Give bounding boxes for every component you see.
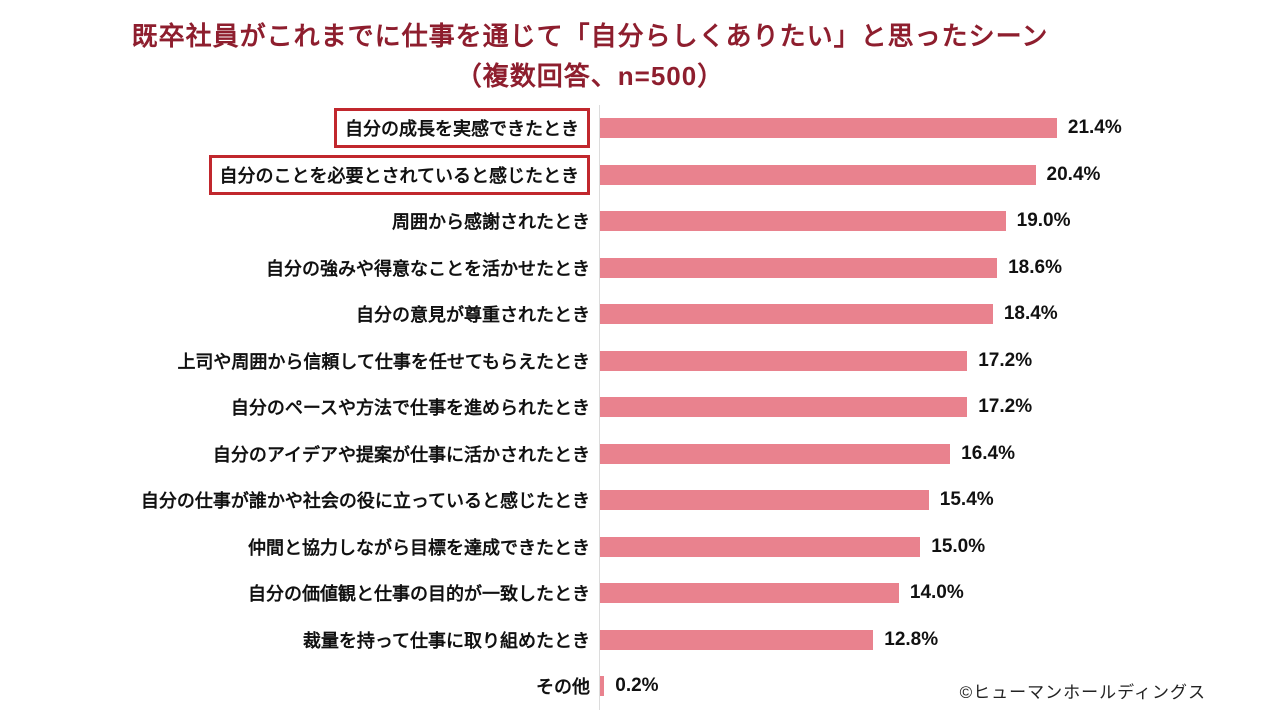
category-label: 自分のことを必要とされていると感じたとき [0,154,599,195]
bar-area: 21.4% [599,105,1280,152]
category-label: 自分の成長を実感できたとき [0,108,599,149]
category-label-text: 自分のアイデアや提案が仕事に活かされたとき [212,444,590,465]
category-label-text: 自分の強みや得意なことを活かせたとき [266,258,590,279]
bar-area: 17.2% [599,337,1280,384]
chart-row: 自分の成長を実感できたとき 21.4% [0,105,1280,152]
chart-row: 自分のことを必要とされていると感じたとき 20.4% [0,151,1280,198]
category-label-text: 自分の意見が尊重されたとき [356,305,590,326]
bar-area: 18.6% [599,244,1280,291]
value-label: 21.4% [1067,117,1122,139]
chart-row: 周囲から感謝されたとき 19.0% [0,198,1280,245]
chart-row: 自分の意見が尊重されたとき 18.4% [0,291,1280,338]
chart-row: 裁量を持って仕事に取り組めたとき 12.8% [0,616,1280,663]
value-label: 14.0% [909,582,964,604]
bar-area: 17.2% [599,384,1280,431]
category-label: 自分の強みや得意なことを活かせたとき [0,255,599,281]
category-label: 周囲から感謝されたとき [0,208,599,234]
chart-row: 自分の仕事が誰かや社会の役に立っていると感じたとき 15.4% [0,477,1280,524]
bar [600,350,968,371]
value-label: 18.4% [1003,303,1058,325]
bar [600,211,1006,232]
highlighted-category-label: 自分の成長を実感できたとき [334,108,590,149]
bar-area: 14.0% [599,570,1280,617]
value-label: 19.0% [1016,210,1071,232]
chart-row: 自分のペースや方法で仕事を進められたとき 17.2% [0,384,1280,431]
chart-row: 自分の強みや得意なことを活かせたとき 18.6% [0,244,1280,291]
category-label: 自分の意見が尊重されたとき [0,301,599,327]
value-label: 15.4% [939,489,994,511]
value-label: 15.0% [931,535,986,557]
category-label: 仲間と協力しながら目標を達成できたとき [0,534,599,560]
bar-area: 0.2% [599,663,1280,710]
value-label: 18.6% [1008,256,1062,278]
category-label-text: 裁量を持って仕事に取り組めたとき [302,630,590,651]
category-label: 自分のアイデアや提案が仕事に活かされたとき [0,441,599,467]
chart-title-line1: 既卒社員がこれまでに仕事を通じて「自分らしくありたい」と思ったシーン [131,21,1049,51]
category-label-text: 自分の仕事が誰かや社会の役に立っていると感じたとき [140,491,590,512]
category-label: 裁量を持って仕事に取り組めたとき [0,627,599,653]
value-label: 16.4% [961,442,1015,464]
bar [600,676,605,697]
bar-area: 19.0% [599,198,1280,245]
category-label: その他 [0,673,599,699]
category-label: 自分の仕事が誰かや社会の役に立っていると感じたとき [0,487,599,513]
category-label-text: 自分の価値観と仕事の目的が一致したとき [248,584,590,605]
chart-title: 既卒社員がこれまでに仕事を通じて「自分らしくありたい」と思ったシーン （複数回答… [0,16,1180,96]
value-label: 20.4% [1046,163,1101,185]
category-label: 自分の価値観と仕事の目的が一致したとき [0,580,599,606]
bar [600,397,968,418]
copyright-notice: ©ヒューマンホールディングス [959,683,1206,702]
category-label: 上司や周囲から信頼して仕事を任せてもらえたとき [0,348,599,374]
bar [600,583,899,604]
value-label: 12.8% [884,628,939,650]
category-label-text: その他 [536,677,590,698]
chart-row: 自分の価値観と仕事の目的が一致したとき 14.0% [0,570,1280,617]
category-label: 自分のペースや方法で仕事を進められたとき [0,394,599,420]
bar [600,443,951,464]
category-label-text: 仲間と協力しながら目標を達成できたとき [248,537,590,558]
bar-area: 18.4% [599,291,1280,338]
bar [600,118,1057,139]
highlighted-category-label: 自分のことを必要とされていると感じたとき [208,154,590,195]
value-label: 17.2% [978,349,1033,371]
value-label: 17.2% [978,396,1033,418]
bar-area: 20.4% [599,151,1280,198]
chart-row: 上司や周囲から信頼して仕事を任せてもらえたとき 17.2% [0,337,1280,384]
chart-row: 自分のアイデアや提案が仕事に活かされたとき 16.4% [0,430,1280,477]
bar [600,164,1036,185]
value-label: 0.2% [615,675,659,697]
chart-row: 仲間と協力しながら目標を達成できたとき 15.0% [0,523,1280,570]
category-label-text: 周囲から感謝されたとき [392,212,590,233]
bar [600,629,874,650]
bar [600,490,929,511]
bar [600,257,998,278]
bar [600,304,993,325]
category-label-text: 自分のペースや方法で仕事を進められたとき [230,398,590,419]
category-label-text: 上司や周囲から信頼して仕事を任せてもらえたとき [177,351,590,372]
bar [600,536,921,557]
bar-area: 15.4% [599,477,1280,524]
chart-title-line2: （複数回答、n=500） [455,61,725,91]
bar-area: 15.0% [599,523,1280,570]
bar-area: 12.8% [599,616,1280,663]
chart-row: その他 0.2% [0,663,1280,710]
bar-area: 16.4% [599,430,1280,477]
bar-chart: 自分の成長を実感できたとき 21.4% 自分のことを必要とされていると感じたとき 20… [0,105,1280,710]
